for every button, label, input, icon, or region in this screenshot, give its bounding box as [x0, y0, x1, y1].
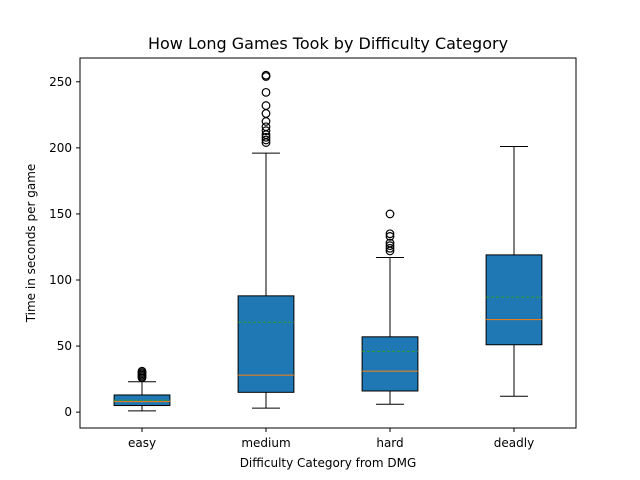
y-tick-label: 50	[57, 339, 72, 353]
iqr-box	[237, 295, 295, 393]
box-deadly	[485, 146, 543, 397]
iqr-box	[361, 336, 419, 392]
iqr-box	[485, 254, 543, 346]
outlier-point	[385, 229, 395, 239]
y-tick-label: 150	[49, 207, 72, 221]
y-tick-label: 250	[49, 75, 72, 89]
outlier-point	[261, 70, 271, 80]
outlier-point	[261, 122, 271, 132]
outlier-point	[261, 117, 271, 126]
y-axis: 0 50 100 150 200 250	[49, 75, 80, 419]
y-axis-label: Time in seconds per game	[24, 164, 38, 324]
outlier-point	[385, 241, 395, 251]
outlier-point	[261, 132, 271, 142]
plot-frame	[79, 57, 577, 429]
x-axis-label: Difficulty Category from DMG	[240, 456, 417, 470]
plot-area	[113, 70, 543, 412]
outlier-point	[385, 231, 395, 241]
outlier-point	[385, 243, 395, 253]
box-easy	[113, 366, 171, 412]
x-tick-label: medium	[241, 436, 290, 450]
y-tick-label: 100	[49, 273, 72, 287]
box-hard	[361, 209, 419, 405]
x-tick-label: deadly	[494, 436, 534, 450]
outlier-point	[261, 87, 271, 97]
outlier-point	[137, 366, 147, 376]
outlier-point	[261, 109, 271, 118]
outlier-point	[385, 238, 395, 248]
outlier-point	[385, 209, 395, 219]
y-tick-label: 200	[49, 141, 72, 155]
y-tick-label: 0	[64, 405, 72, 419]
outlier-point	[261, 101, 271, 110]
x-tick-label: easy	[128, 436, 156, 450]
box-medium	[237, 70, 295, 409]
chart-title: How Long Games Took by Difficulty Catego…	[148, 34, 508, 53]
x-tick-label: hard	[376, 436, 403, 450]
outlier-point	[261, 135, 271, 145]
x-axis: easy medium hard deadly	[128, 428, 534, 450]
outlier-point	[261, 126, 271, 136]
